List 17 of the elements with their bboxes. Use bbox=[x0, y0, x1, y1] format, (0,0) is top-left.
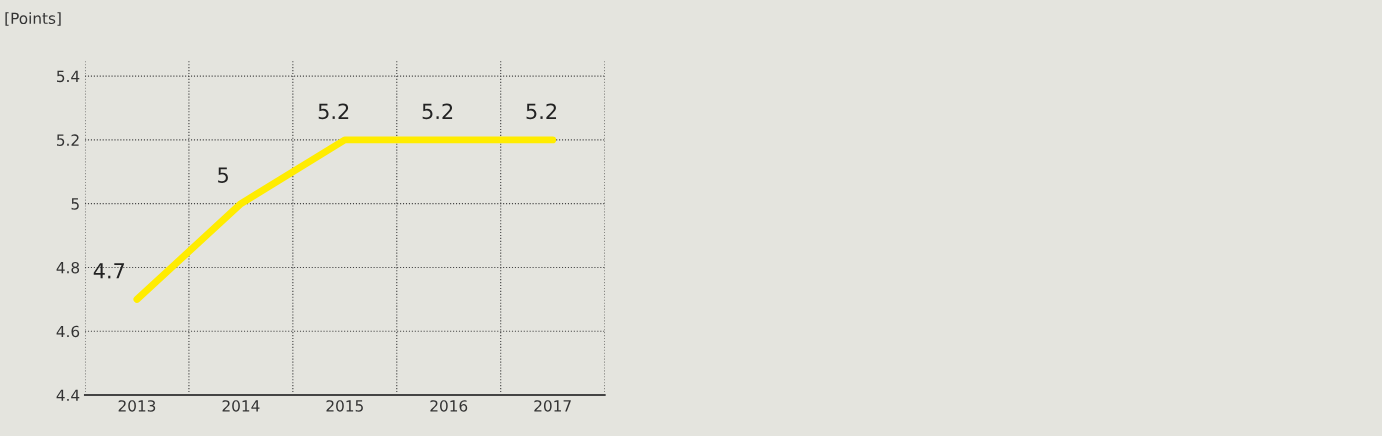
x-tick-label: 2017 bbox=[534, 400, 571, 412]
y-axis-title: [Points] bbox=[5, 12, 61, 26]
x-tick-label: 2013 bbox=[118, 400, 156, 412]
data-label: 5.2 bbox=[422, 103, 453, 120]
data-label: 5.2 bbox=[318, 103, 349, 120]
y-tick-label: 4.6 bbox=[56, 325, 80, 338]
y-tick-label: 4.4 bbox=[56, 389, 80, 401]
y-tick-label: 5.4 bbox=[57, 70, 80, 83]
y-tick-label: 5.2 bbox=[57, 134, 79, 146]
x-tick-label: 2016 bbox=[430, 400, 468, 412]
y-tick-label: 5 bbox=[71, 198, 79, 210]
data-label: 4.7 bbox=[93, 263, 125, 279]
x-tick-label: 2015 bbox=[326, 400, 363, 412]
y-tick-label: 4.8 bbox=[56, 261, 80, 274]
data-label: 5.2 bbox=[526, 103, 557, 120]
data-label: 5 bbox=[218, 167, 228, 183]
x-tick-label: 2014 bbox=[222, 400, 260, 412]
